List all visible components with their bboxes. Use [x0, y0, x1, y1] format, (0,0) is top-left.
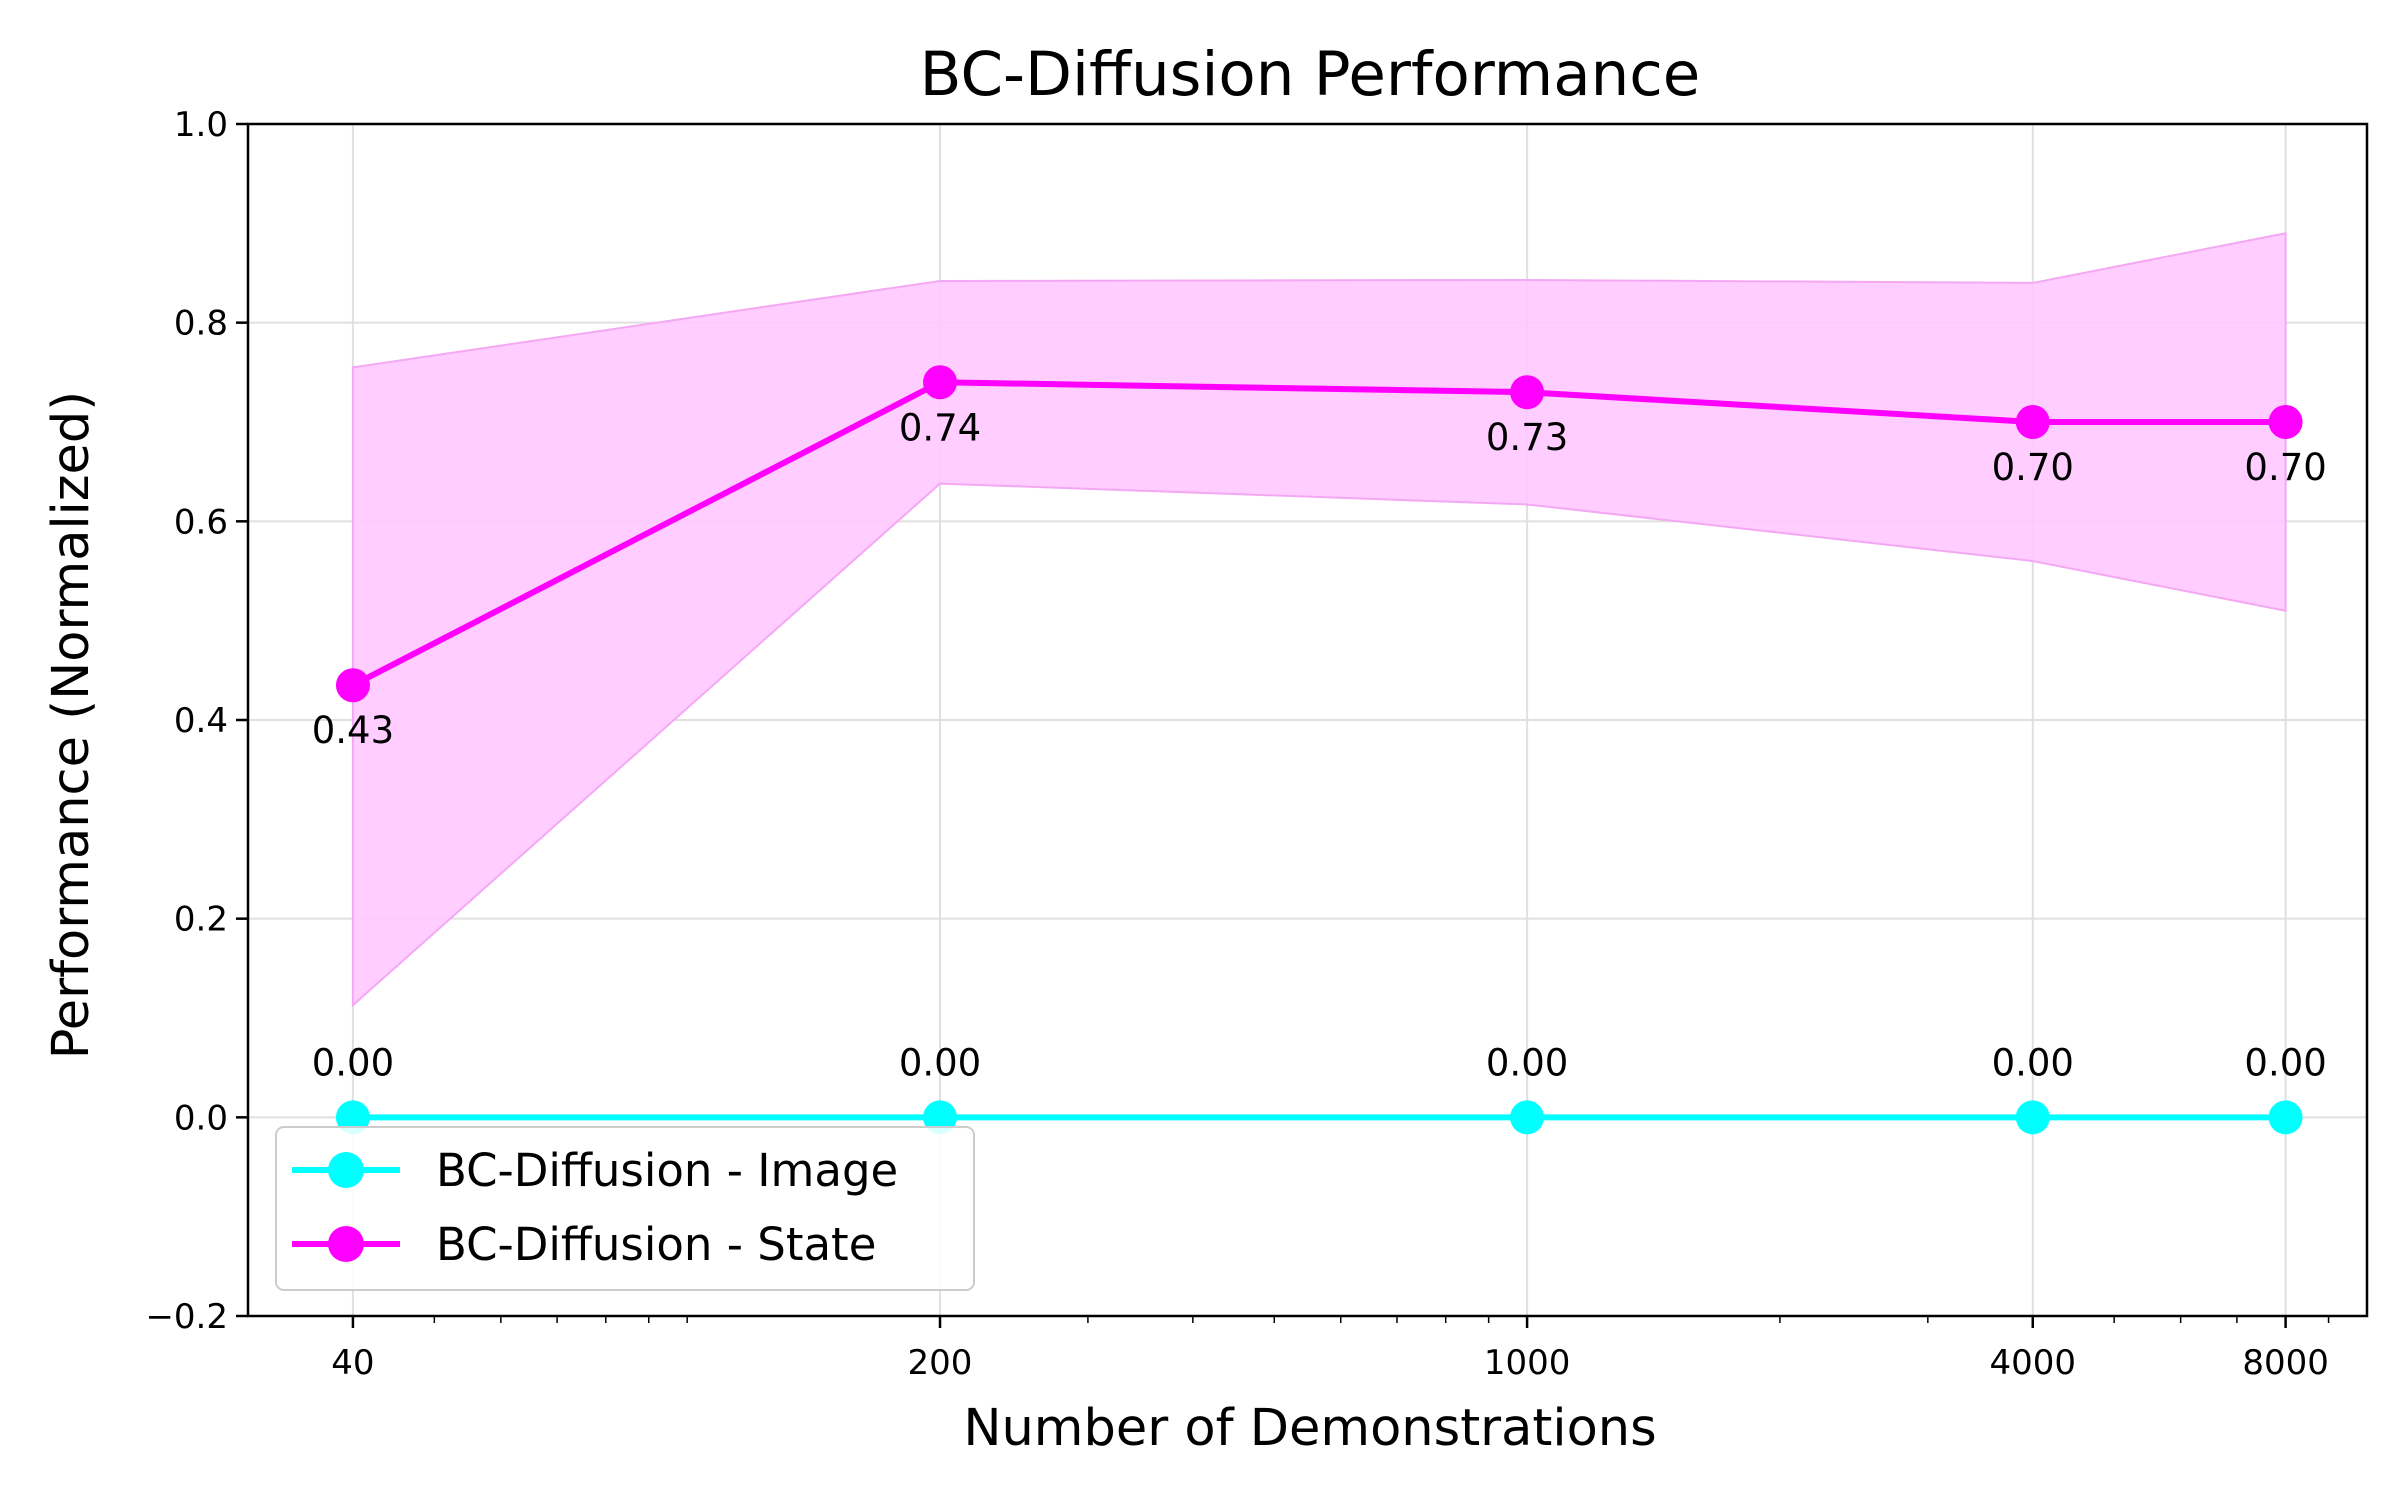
y-tick-label: 1.0	[174, 105, 228, 145]
data-point	[1510, 375, 1545, 410]
data-point	[2015, 1100, 2050, 1135]
x-axis-label: Number of Demonstrations	[963, 1399, 1656, 1458]
data-point	[335, 668, 370, 703]
data-point	[335, 1100, 370, 1135]
x-tick-label: 4000	[1989, 1343, 2076, 1383]
data-label: 0.74	[899, 406, 981, 449]
y-tick-label: 0.8	[174, 304, 228, 344]
data-label: 0.00	[899, 1041, 981, 1084]
chart-title: BC-Diffusion Performance	[920, 39, 1701, 110]
legend-entry-image: BC-Diffusion - Image	[292, 1144, 898, 1197]
series-lines	[335, 365, 2303, 1135]
x-tick-label: 200	[908, 1343, 973, 1383]
data-point	[2268, 1100, 2303, 1135]
y-tick-label: 0.2	[174, 900, 228, 940]
data-label: 0.70	[2244, 446, 2326, 489]
data-label: 0.00	[312, 1041, 394, 1084]
axes: −0.2 0.0 0.2 0.4 0.6 0.8 1.0 40 200 1000 4000 8000	[145, 105, 2369, 1383]
data-label: 0.00	[1992, 1041, 2074, 1084]
data-label: 0.73	[1486, 416, 1568, 459]
data-point	[2015, 405, 2050, 439]
y-tick-label: −0.2	[145, 1297, 228, 1337]
data-label: 0.00	[2244, 1041, 2326, 1084]
legend: BC-Diffusion - Image BC-Diffusion - Stat…	[275, 1126, 975, 1291]
data-label: 0.70	[1992, 446, 2074, 489]
legend-entry-state: BC-Diffusion - State	[292, 1218, 876, 1271]
y-tick-label: 0.0	[174, 1098, 228, 1138]
x-tick-label: 40	[331, 1343, 374, 1383]
legend-marker-image	[328, 1152, 364, 1188]
x-tick-label: 1000	[1484, 1343, 1571, 1383]
legend-label-image: BC-Diffusion - Image	[436, 1144, 898, 1197]
band-1	[351, 232, 2287, 1008]
data-point	[2268, 405, 2303, 439]
legend-marker-state	[328, 1226, 364, 1262]
data-labels: 0.00 0.00 0.00 0.00 0.00 0.43 0.74 0.73 0.70 0.70	[312, 406, 2327, 1084]
data-label: 0.43	[312, 709, 394, 752]
legend-box	[275, 1126, 975, 1291]
data-point	[1510, 1100, 1545, 1135]
y-axis-label: Performance (Normalized)	[42, 391, 101, 1059]
y-tick-label: 0.4	[174, 701, 228, 741]
x-tick-label: 8000	[2242, 1343, 2329, 1383]
legend-label-state: BC-Diffusion - State	[436, 1218, 876, 1271]
confidence-bands	[351, 232, 2287, 1008]
y-tick-label: 0.6	[174, 502, 228, 542]
data-point	[923, 1100, 958, 1135]
data-point	[923, 365, 958, 400]
data-label: 0.00	[1486, 1041, 1568, 1084]
